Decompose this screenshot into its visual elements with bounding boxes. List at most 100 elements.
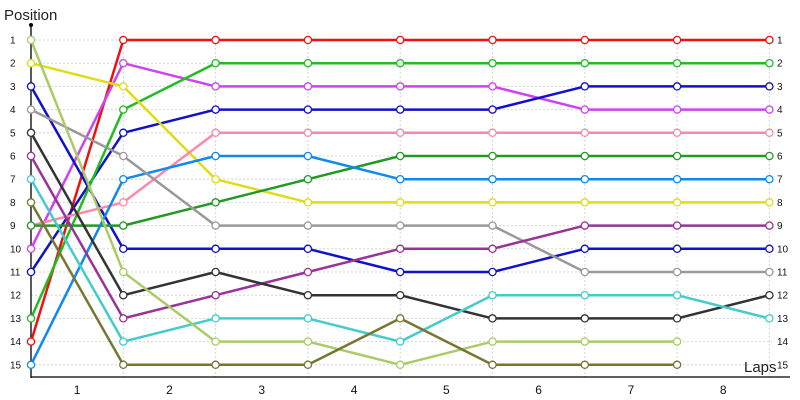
data-point <box>395 198 405 207</box>
y-tick-label-right: 14 <box>777 337 789 348</box>
data-point <box>580 151 590 161</box>
data-point <box>119 198 128 207</box>
data-point <box>303 314 313 323</box>
data-point <box>26 337 36 346</box>
data-point <box>119 35 128 45</box>
data-point <box>119 314 128 323</box>
data-point <box>26 267 36 277</box>
y-tick-label-left: 12 <box>10 291 22 302</box>
x-tick-label: 3 <box>258 383 265 397</box>
data-point <box>580 82 590 91</box>
y-tick-label-left: 15 <box>10 360 22 371</box>
data-point <box>672 58 682 68</box>
data-point <box>580 314 590 323</box>
x-tick-label: 2 <box>166 383 173 397</box>
data-point <box>488 221 497 230</box>
data-point <box>119 360 128 370</box>
data-point <box>765 221 774 230</box>
data-point <box>119 337 128 346</box>
data-point <box>580 58 590 68</box>
data-point <box>211 128 220 138</box>
data-point <box>580 35 590 45</box>
data-point <box>119 82 128 91</box>
y-tick-label-right: 5 <box>777 128 783 139</box>
data-point <box>395 337 405 346</box>
data-point <box>672 35 682 45</box>
data-point <box>672 244 682 254</box>
data-point <box>26 221 36 230</box>
y-tick-label-right: 13 <box>777 314 789 325</box>
data-point <box>672 174 682 184</box>
y-tick-label-right: 6 <box>777 152 783 163</box>
data-point <box>211 151 220 161</box>
data-point <box>488 290 497 300</box>
data-point <box>395 360 405 370</box>
data-point <box>672 221 682 230</box>
data-point <box>672 198 682 207</box>
data-point <box>303 82 313 91</box>
data-point <box>395 128 405 138</box>
data-point <box>580 198 590 207</box>
data-point <box>211 174 220 184</box>
x-tick-label: 5 <box>443 383 450 397</box>
data-point <box>672 360 682 370</box>
data-point <box>672 128 682 138</box>
data-point <box>211 267 220 277</box>
data-point <box>211 198 220 207</box>
y-tick-label-left: 5 <box>10 128 16 139</box>
y-tick-label-left: 4 <box>10 105 16 116</box>
data-point <box>765 244 774 254</box>
data-point <box>672 314 682 323</box>
data-point <box>488 337 497 346</box>
data-point <box>488 58 497 68</box>
data-point <box>580 221 590 230</box>
x-tick-label: 8 <box>720 383 727 397</box>
y-axis-arrow-tip <box>29 23 33 27</box>
data-point <box>303 35 313 45</box>
data-point <box>303 290 313 300</box>
data-point <box>488 314 497 323</box>
series-points <box>26 35 774 370</box>
data-point <box>765 105 774 114</box>
data-point <box>395 290 405 300</box>
data-point <box>488 105 497 114</box>
data-point <box>765 198 774 207</box>
data-point <box>303 128 313 138</box>
data-point <box>765 290 774 300</box>
data-point <box>26 244 36 254</box>
data-point <box>303 151 313 161</box>
data-point <box>488 360 497 370</box>
y-tick-label-right: 4 <box>777 105 783 116</box>
data-point <box>119 244 128 254</box>
y-tick-label-left: 14 <box>10 337 22 348</box>
data-point <box>765 267 774 277</box>
data-point <box>765 58 774 68</box>
data-point <box>580 337 590 346</box>
data-point <box>211 35 220 45</box>
data-point <box>119 174 128 184</box>
data-point <box>488 151 497 161</box>
data-point <box>395 105 405 114</box>
series-line <box>29 38 679 367</box>
data-point <box>26 314 36 323</box>
data-point <box>395 35 405 45</box>
data-point <box>119 290 128 300</box>
data-point <box>672 290 682 300</box>
y-tick-label-left: 13 <box>10 314 22 325</box>
data-point <box>119 58 128 68</box>
data-point <box>26 198 36 207</box>
data-point <box>395 221 405 230</box>
y-tick-label-left: 3 <box>10 82 16 93</box>
x-tick-label: 4 <box>351 383 358 397</box>
data-point <box>395 151 405 161</box>
data-point <box>119 151 128 161</box>
y-tick-label-left: 2 <box>10 59 16 70</box>
y-tick-label-left: 1 <box>10 36 16 47</box>
data-point <box>26 82 36 91</box>
x-tick-label: 7 <box>628 383 635 397</box>
x-axis-title: Laps <box>744 359 777 376</box>
data-point <box>211 290 220 300</box>
x-tick-label: 1 <box>74 383 81 397</box>
y-tick-label-left: 7 <box>10 175 16 186</box>
y-tick-label-left: 11 <box>10 268 21 279</box>
